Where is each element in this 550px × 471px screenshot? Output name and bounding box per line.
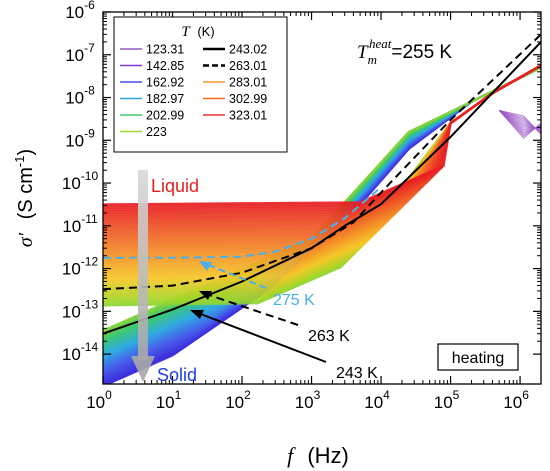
legend-label: 142.85 [146, 59, 184, 73]
x-tick-label: 102 [225, 388, 251, 412]
y-tick-label: 10-11 [62, 212, 98, 236]
legend-label: 202.99 [146, 109, 184, 123]
y-tick-label: 10-8 [65, 84, 95, 108]
x-tick-label: 105 [434, 388, 460, 412]
legend-label: 223 [146, 125, 167, 139]
heating-label: heating [452, 350, 505, 367]
tm-symbol: T [357, 42, 369, 63]
series-line [103, 41, 541, 335]
legend-label: 182.97 [146, 92, 184, 106]
y-tick-label: 10-12 [62, 255, 99, 279]
x-tick-label: 104 [364, 388, 390, 412]
annotation-263K: 263 K [199, 291, 350, 345]
y-axis-unit: (S cm [15, 167, 37, 219]
x-tick-label: 103 [295, 388, 321, 412]
x-axis-symbol: f [287, 443, 296, 468]
y-axis-label: σ′ (S cm-1) [12, 149, 37, 247]
annotation-243K: 243 K [190, 310, 378, 382]
plot-area [103, 33, 541, 384]
x-axis-unit: (Hz) [307, 443, 349, 468]
temperature-curve-family [103, 64, 541, 384]
solid-label: Solid [157, 365, 197, 385]
heating-box: heating [437, 343, 519, 371]
label-263K: 263 K [308, 328, 350, 345]
series-line [103, 186, 382, 259]
legend-title-unit: (K) [197, 24, 214, 39]
legend-entries: 123.31 142.85 162.92 182.97 202.99 223 243.02 2… [120, 43, 267, 139]
legend-label: 302.99 [229, 92, 267, 106]
y-axis-unit-close: ) [15, 149, 37, 156]
tm-sup: heat [369, 36, 392, 51]
legend-label: 323.01 [229, 109, 267, 123]
x-tick-label: 101 [156, 388, 182, 412]
legend-title: T (K) [181, 24, 214, 40]
legend-label: 123.31 [146, 43, 184, 57]
tm-value: =255 K [391, 42, 452, 63]
y-axis-unit-exp: -1 [12, 156, 27, 168]
label-243K: 243 K [336, 365, 378, 382]
y-tick-label: 10-9 [65, 126, 95, 150]
label-275K: 275 K [273, 292, 315, 309]
x-tick-label: 100 [86, 388, 112, 412]
y-tick-label: 10-13 [62, 297, 99, 321]
y-tick-label: 10-6 [65, 0, 95, 22]
legend: T (K) 123.31 142.85 162.92 182.97 202.99 223 2… [113, 16, 288, 153]
y-axis-symbol: σ′ [15, 232, 37, 247]
temperature-curve [103, 64, 541, 206]
y-axis-ticks: 10-6 10-7 10-8 10-9 10-10 10-11 10-12 10-13 10-1… [62, 0, 541, 364]
tm-sub: m [368, 52, 377, 67]
legend-title-symbol: T [181, 24, 191, 40]
x-axis-label: f (Hz) [287, 443, 349, 468]
plot-border [102, 11, 542, 385]
hf-curve [499, 109, 541, 135]
legend-label: 243.02 [229, 43, 267, 57]
liquid-to-solid-arrow [131, 170, 155, 382]
legend-label: 283.01 [229, 76, 267, 90]
highlighted-series [103, 33, 541, 335]
plot-frame [102, 11, 542, 385]
y-tick-label: 10-10 [62, 169, 99, 193]
x-axis-ticks: 100 101 102 103 104 105 106 [86, 12, 542, 412]
tm-heat-label: Tmheat=255 K [357, 36, 452, 67]
annotation-275K: 275 K [199, 261, 315, 309]
legend-label: 162.92 [146, 76, 184, 90]
y-tick-label: 10-7 [65, 41, 95, 65]
series-line [103, 33, 541, 291]
x-tick-label: 106 [503, 388, 529, 412]
liquid-label: Liquid [151, 176, 199, 196]
legend-label: 263.01 [229, 59, 267, 73]
y-tick-label: 10-14 [62, 340, 99, 364]
legend-box [113, 16, 288, 153]
